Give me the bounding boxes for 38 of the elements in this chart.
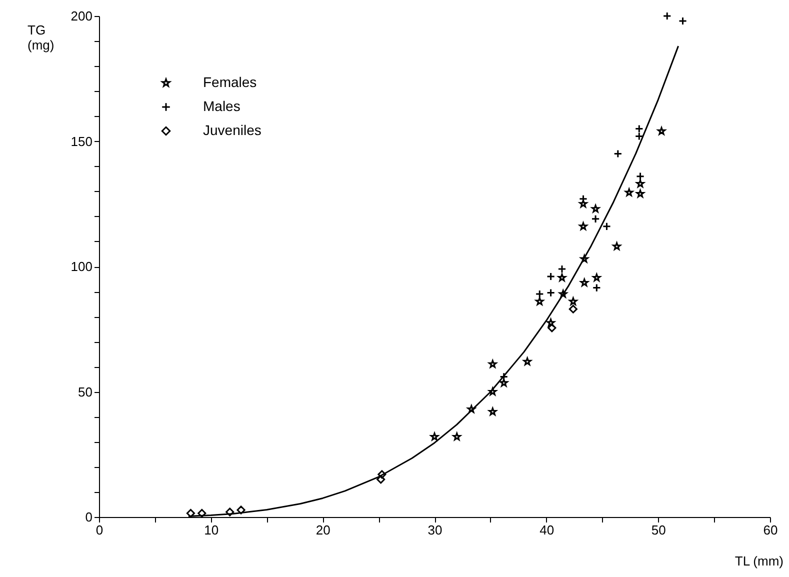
x-tick-label: 60	[763, 522, 778, 538]
y-tick-label: 0	[85, 510, 92, 524]
point	[662, 12, 672, 20]
point	[678, 16, 688, 26]
y-axis-title: TG (mg)	[28, 22, 54, 52]
point	[535, 290, 544, 298]
point	[226, 508, 234, 516]
x-tick-label: 0	[96, 522, 104, 538]
y-tick-label: 200	[70, 8, 92, 24]
point	[558, 273, 566, 282]
point	[614, 149, 622, 158]
point	[546, 272, 556, 281]
y-tick-label: 50	[78, 384, 92, 400]
point	[546, 288, 556, 298]
x-tick-label: 20	[316, 522, 330, 538]
point	[591, 214, 600, 224]
legend-label: Juveniles	[203, 122, 262, 138]
point	[186, 508, 195, 518]
point	[378, 470, 386, 479]
point	[636, 172, 645, 181]
x-axis-title: TL (mm)	[734, 554, 784, 568]
point	[548, 324, 556, 332]
x-tick-label: 50	[651, 522, 666, 538]
point	[602, 222, 612, 231]
point	[376, 475, 386, 484]
point	[568, 304, 578, 314]
point	[198, 508, 206, 518]
x-tick-label: 10	[204, 522, 219, 538]
legend-label: Females	[203, 74, 257, 90]
point	[592, 284, 601, 292]
point	[236, 506, 246, 514]
x-tick-label: 30	[428, 522, 442, 538]
y-tick-label: 150	[70, 134, 92, 149]
y-tick-label: 100	[70, 259, 92, 274]
point	[558, 264, 566, 274]
point	[634, 124, 644, 134]
legend-label: Males	[203, 98, 240, 114]
x-tick-label: 40	[540, 522, 554, 538]
